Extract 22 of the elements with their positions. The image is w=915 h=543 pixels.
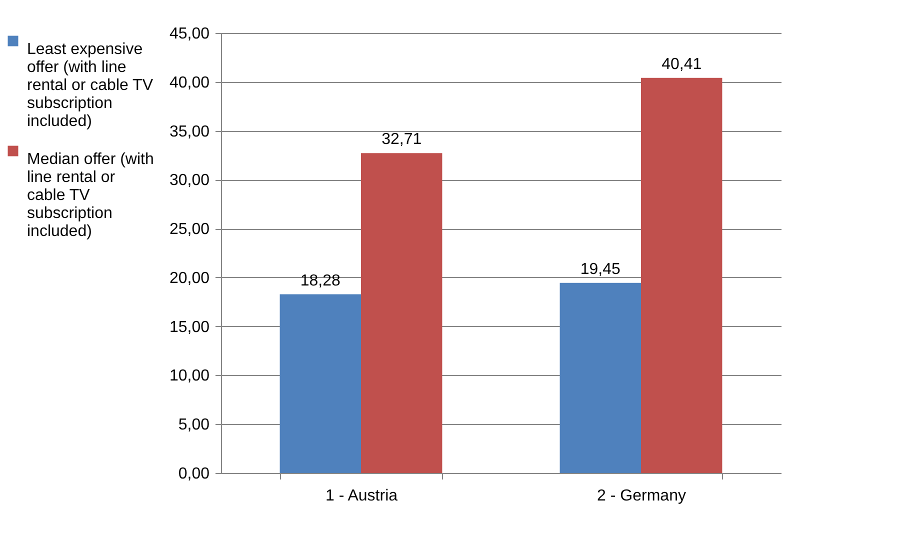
y-tick-label: 0,00	[178, 466, 210, 482]
legend-label: Least expensive offer (with line rental or cable TV subscription included)	[27, 41, 154, 130]
y-tick-label: 20,00	[169, 270, 210, 287]
x-tick-label: 1 - Austria	[325, 488, 398, 504]
data-label: 18,28	[300, 272, 341, 290]
bar	[560, 282, 641, 473]
y-tick-label: 40,00	[169, 74, 210, 92]
y-tick-label: 35,00	[169, 123, 210, 140]
y-tick-label: 30,00	[169, 172, 210, 190]
y-tick-label: 45,00	[169, 26, 210, 42]
x-tick-label: 2 - Germany	[597, 488, 686, 504]
bar	[641, 78, 722, 473]
data-label: 40,41	[662, 56, 702, 73]
data-label: 32,71	[382, 131, 422, 148]
y-tick-label: 10,00	[169, 368, 210, 385]
legend-label: Median offer (with line rental or cable TV subscription included)	[27, 151, 154, 240]
bar	[280, 294, 361, 473]
bar	[361, 153, 442, 473]
y-tick-label: 25,00	[169, 221, 210, 238]
y-tick-label: 5,00	[178, 416, 210, 434]
y-tick-label: 15,00	[169, 318, 210, 336]
data-label: 19,45	[580, 260, 621, 278]
